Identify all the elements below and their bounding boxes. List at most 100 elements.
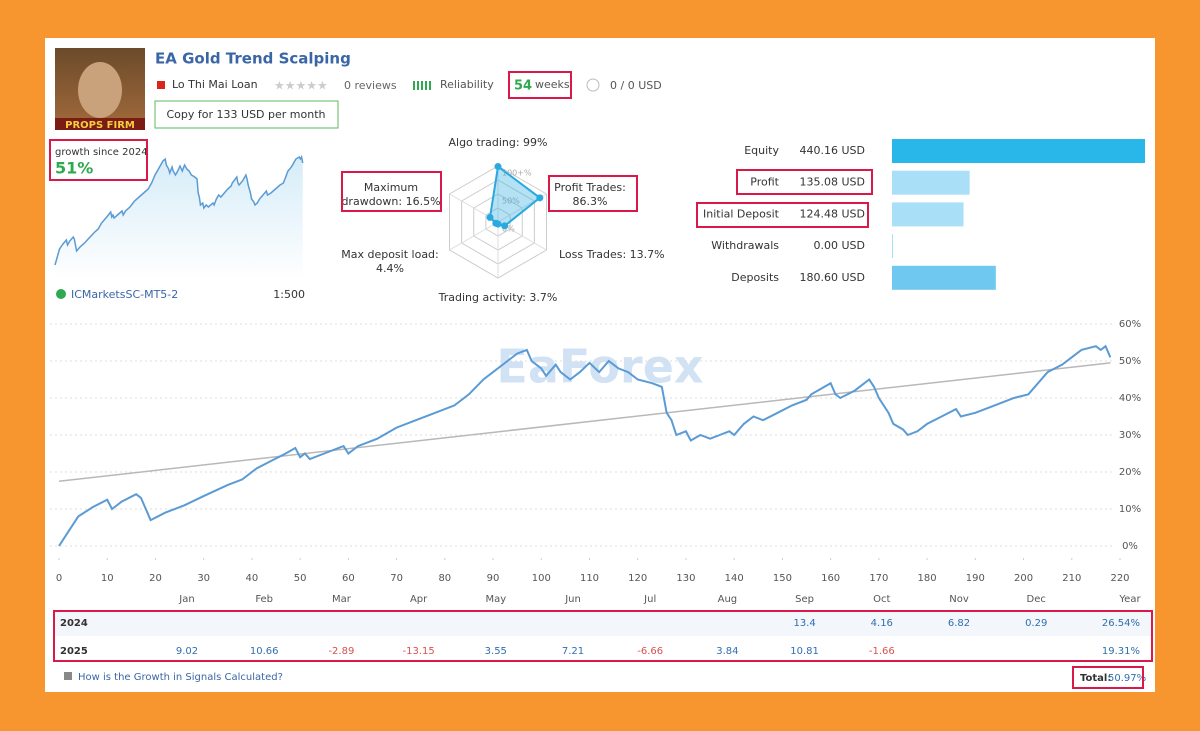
month-value: -13.15 — [402, 646, 434, 657]
x-tick-label: 90 — [487, 573, 500, 584]
x-tick-label: 70 — [390, 573, 403, 584]
month-value: 3.55 — [485, 646, 507, 657]
balance-value: 180.60 USD — [800, 271, 866, 284]
radar-label: Profit Trades: — [554, 181, 626, 194]
month-value: 0.29 — [1025, 618, 1047, 629]
x-tick-label: 120 — [628, 573, 647, 584]
flag — [157, 81, 165, 89]
x-tick-label: 50 — [294, 573, 307, 584]
radar-label: Trading activity: 3.7% — [438, 291, 558, 304]
y-tick-label: 50% — [1119, 356, 1141, 367]
y-tick-label: 0% — [1122, 541, 1138, 552]
stars: ★★★★★ — [274, 79, 328, 93]
y-tick-label: 10% — [1119, 504, 1141, 515]
balance-value: 440.16 USD — [800, 144, 866, 157]
help-link[interactable]: How is the Growth in Signals Calculated? — [78, 672, 283, 683]
x-tick-label: 80 — [438, 573, 451, 584]
x-tick-label: 30 — [197, 573, 210, 584]
subscribers: 0 / 0 USD — [610, 79, 662, 92]
x-tick-label: 0 — [56, 573, 62, 584]
radar-label: drawdown: 16.5% — [341, 195, 440, 208]
balance-label: Equity — [744, 144, 779, 157]
help-icon — [64, 672, 72, 680]
x-tick-label: 10 — [101, 573, 114, 584]
balance-bar — [892, 202, 964, 227]
balance-label: Profit — [750, 176, 779, 189]
radar-point — [501, 222, 509, 230]
author[interactable]: Lo Thi Mai Loan — [172, 78, 258, 91]
month-header: Feb — [255, 594, 273, 605]
month-value: 4.16 — [871, 618, 893, 629]
x-tick-label: 210 — [1062, 573, 1081, 584]
radar-label: Loss Trades: 13.7% — [559, 248, 665, 261]
month-header: May — [485, 594, 506, 605]
x-tick-label: 130 — [676, 573, 695, 584]
month-value: 6.82 — [948, 618, 970, 629]
year-total: 26.54% — [1102, 618, 1140, 629]
reviews[interactable]: 0 reviews — [344, 79, 397, 92]
leverage: 1:500 — [273, 288, 305, 301]
month-header: Oct — [873, 594, 890, 605]
copy-button[interactable] — [154, 100, 339, 129]
weeks-value: 54 — [514, 79, 532, 94]
month-header: Nov — [949, 594, 969, 605]
month-header: Dec — [1027, 594, 1046, 605]
x-tick-label: 200 — [1014, 573, 1033, 584]
x-tick-label: 170 — [869, 573, 888, 584]
subscribers-icon — [586, 78, 600, 92]
radar-point — [536, 194, 544, 202]
month-header: Sep — [795, 594, 814, 605]
server[interactable]: ICMarketsSC-MT5-2 — [71, 288, 178, 301]
x-tick-label: 160 — [821, 573, 840, 584]
month-value: 9.02 — [176, 646, 198, 657]
month-value: -2.89 — [328, 646, 354, 657]
balance-bar — [892, 234, 893, 259]
radar-point — [486, 213, 494, 221]
month-header: Mar — [332, 594, 352, 605]
weeks-unit: weeks — [535, 78, 570, 91]
month-value: -6.66 — [637, 646, 663, 657]
year-header: Year — [1118, 594, 1141, 605]
month-header: Jan — [178, 594, 194, 605]
month-header: Aug — [718, 594, 738, 605]
total-value: 50.97% — [1108, 673, 1146, 684]
mini-area — [55, 157, 303, 280]
title[interactable]: EA Gold Trend Scalping — [155, 50, 351, 68]
mini-line — [54, 154, 304, 266]
balance-bar — [892, 139, 1145, 163]
x-tick-label: 180 — [918, 573, 937, 584]
radar-point — [494, 163, 502, 171]
radar-label: Max deposit load: — [341, 248, 439, 261]
radar-label: 4.4% — [376, 262, 404, 275]
x-tick-label: 150 — [773, 573, 792, 584]
avatar: PROPS FIRM — [55, 48, 145, 131]
growth-value: 51% — [55, 159, 93, 178]
month-header: Jul — [643, 594, 656, 605]
x-tick-label: 190 — [966, 573, 985, 584]
x-tick-label: 40 — [246, 573, 259, 584]
x-tick-label: 100 — [532, 573, 551, 584]
radar-point — [492, 219, 500, 227]
balance-value: 124.48 USD — [800, 207, 866, 220]
year-2024: 2024 — [60, 618, 88, 629]
copy-button-label[interactable]: Copy for 133 USD per month — [167, 108, 326, 121]
radar-label: 86.3% — [573, 195, 608, 208]
total-label: Total: — [1080, 673, 1111, 684]
radar-axis — [449, 221, 499, 251]
reliability: Reliability — [440, 78, 494, 91]
month-value: 13.4 — [793, 618, 815, 629]
x-tick-label: 220 — [1110, 573, 1129, 584]
y-tick-label: 40% — [1119, 393, 1141, 404]
month-value: -1.66 — [869, 646, 895, 657]
balance-label: Withdrawals — [711, 239, 779, 252]
month-value: 7.21 — [562, 646, 584, 657]
avatar-caption: PROPS FIRM — [65, 120, 135, 131]
month-value: 10.66 — [250, 646, 279, 657]
x-tick-label: 20 — [149, 573, 162, 584]
radar-label: Algo trading: 99% — [448, 136, 547, 149]
balance-label: Initial Deposit — [703, 207, 780, 220]
y-tick-label: 60% — [1119, 319, 1141, 330]
growth-line — [58, 344, 1112, 547]
watermark: EaForex — [496, 340, 703, 394]
